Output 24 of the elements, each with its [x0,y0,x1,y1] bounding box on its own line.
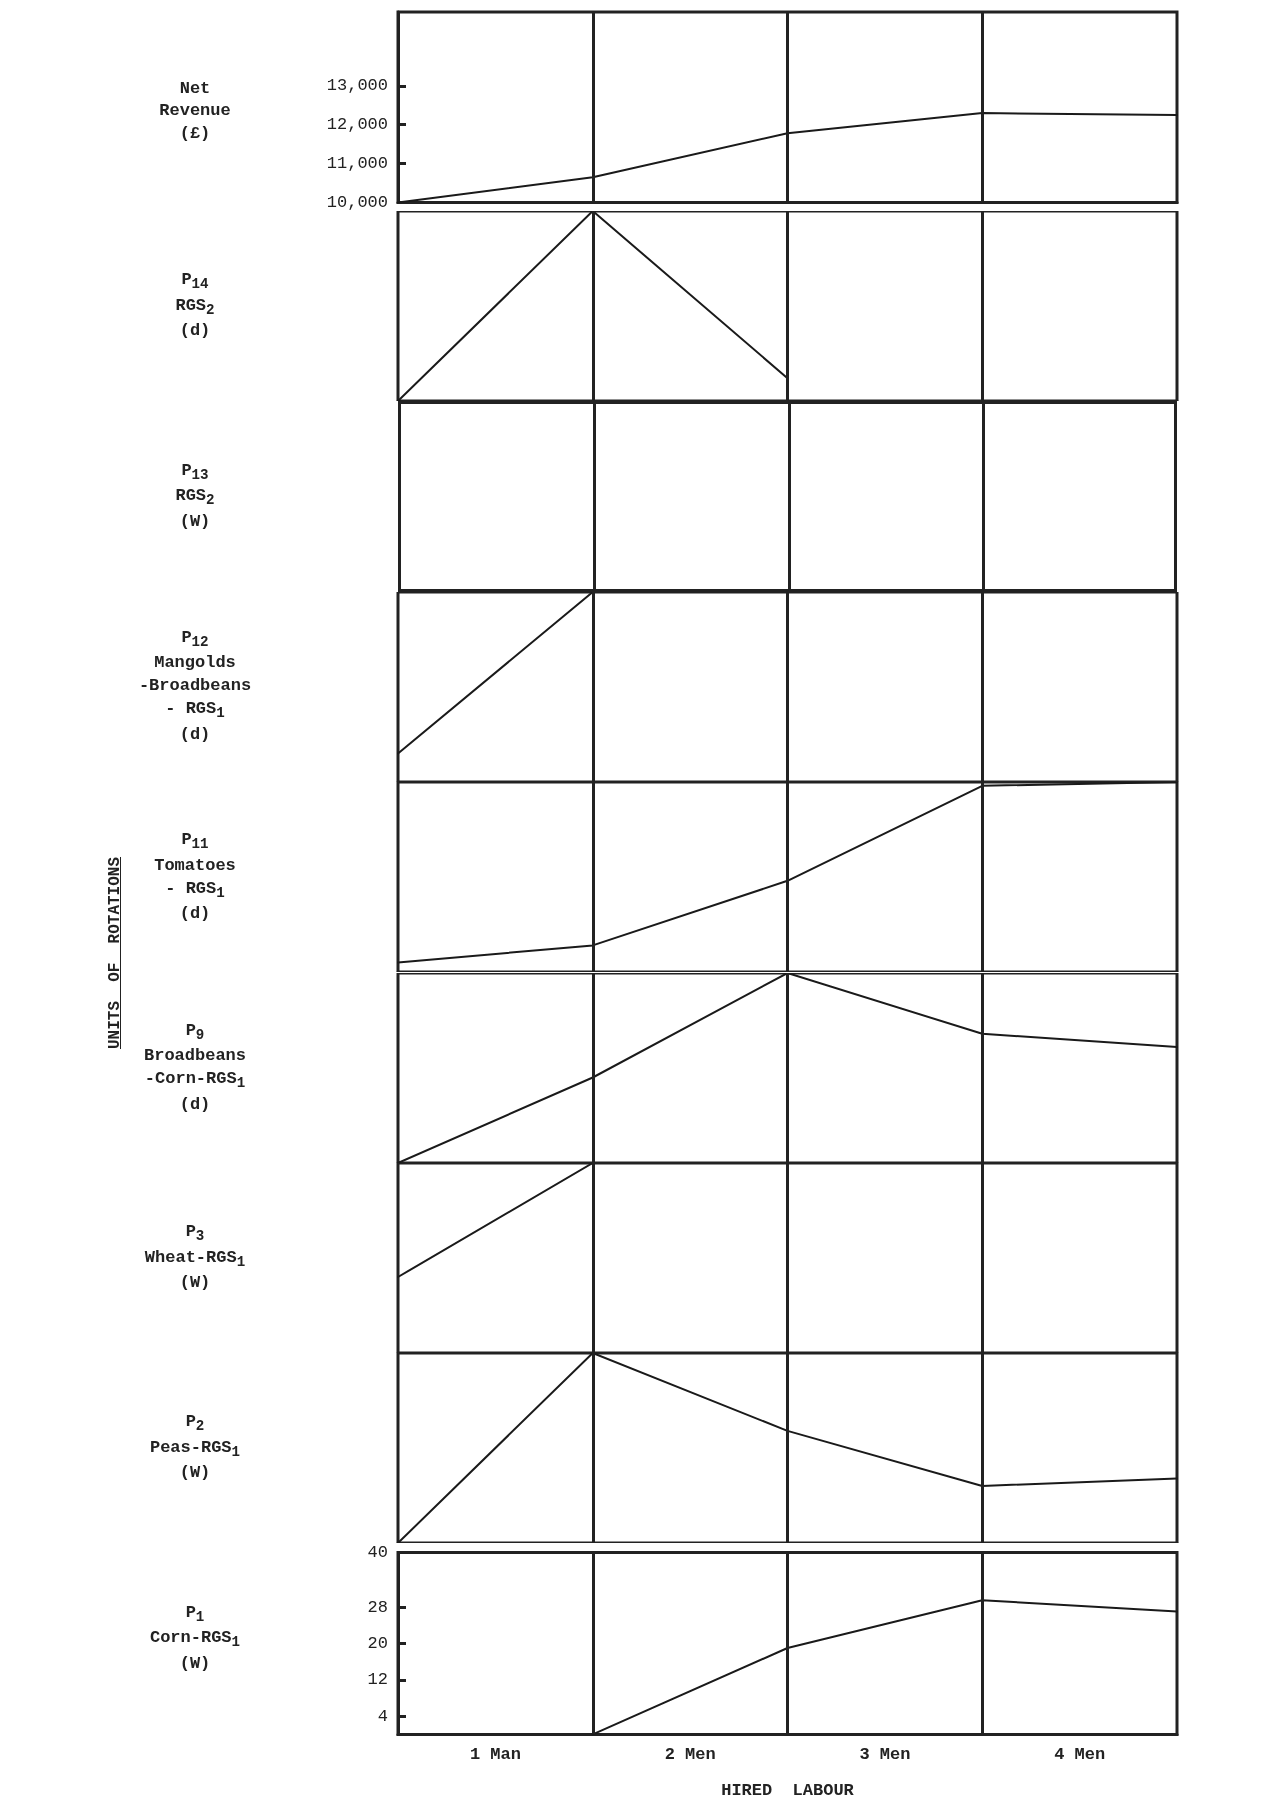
y-tick-label: 4 [377,1706,388,1726]
text: P$_{2}$ Peas-RGS$_{1}$ (W) [149,1412,241,1483]
y-tick-label: 40 [367,1542,388,1562]
y-tick-label: 12,000 [326,115,388,135]
x-tick-label: 1 Man [469,1745,521,1764]
y-axis-title: P$_{12}$ Mangolds -Broadbeans - RGS$_{1}$ (d) [137,627,253,746]
y-axis-title: Net Revenue (£) [158,77,232,145]
text: UNITS OF ROTATIONS [106,857,124,1050]
text: P$_{1}$ Corn-RGS$_{1}$ (W) [149,1602,241,1673]
y-tick-label: 20 [367,1633,388,1653]
x-tick-label: 4 Men [1054,1745,1106,1764]
y-tick-label: 12 [367,1669,388,1689]
y-tick-label: 28 [367,1597,388,1617]
y-tick-label: 13,000 [326,76,388,96]
x-tick-label: 3 Men [859,1745,911,1764]
y-tick-label: 11,000 [326,154,388,174]
x-tick-label: 2 Men [664,1745,716,1764]
text: P$_{3}$ Wheat-RGS$_{1}$ (W) [144,1222,246,1293]
y-axis-title: P$_{11}$ Tomatoes - RGS$_{1}$ (d) [154,829,236,923]
text: P$_{13}$ RGS$_{2}$ (W) [174,459,216,533]
x-axis-title: HIRED LABOUR [721,1781,855,1800]
y-tick-label: 10,000 [326,193,388,212]
text: P$_{9}$ Broadbeans -Corn-RGS$_{1}$ (d) [143,1020,247,1114]
y-axis-title: P$_{14}$ RGS$_{2}$ (d) [174,269,216,343]
